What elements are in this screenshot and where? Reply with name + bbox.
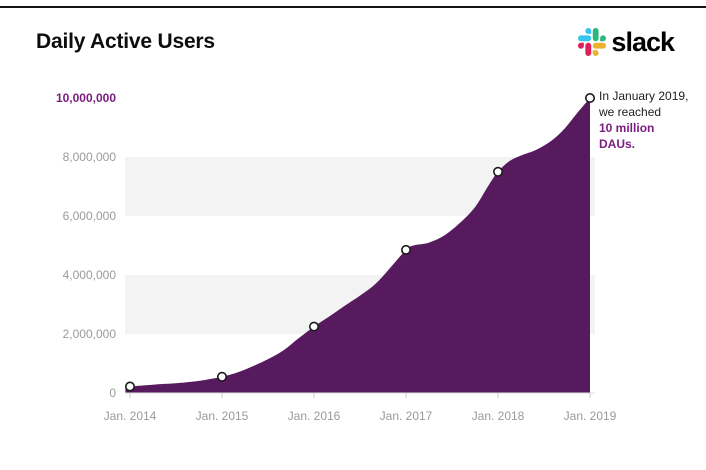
ytick-4m: 4,000,000 [62,268,116,282]
marker-2014 [125,381,135,392]
xtick-2018: Jan. 2018 [471,409,525,423]
milestone-annotation: In January 2019, we reached 10 million D… [599,88,703,152]
page-title: Daily Active Users [36,30,215,53]
data-point-markers [125,93,595,392]
ytick-2m: 2,000,000 [62,327,116,341]
x-axis-ticks [129,393,591,398]
xtick-2015: Jan. 2015 [195,409,249,423]
xtick-2017: Jan. 2017 [379,409,433,423]
annotation-line-1: In January 2019, [599,89,689,103]
slack-wordmark: slack [611,26,675,57]
xtick-2014: Jan. 2014 [103,409,157,423]
marker-2015 [217,371,228,382]
xtick-2019: Jan. 2019 [563,409,617,423]
slack-logo: slack [578,26,675,58]
xtick-2016: Jan. 2016 [287,409,341,423]
dau-area [125,98,591,393]
marker-2018 [492,166,503,177]
slack-hash-icon [578,28,607,56]
annotation-line-3: 10 million [599,121,655,135]
ytick-0: 0 [109,386,116,400]
marker-2019 [584,93,595,103]
header: Daily Active Users slack [36,24,675,60]
plot-area [125,93,595,398]
top-divider [0,6,706,8]
ytick-6m: 6,000,000 [62,209,116,223]
annotation-line-4: DAUs. [599,137,636,151]
ytick-10m: 10,000,000 [55,91,116,105]
marker-2016 [309,321,320,332]
ytick-8m: 8,000,000 [62,150,116,164]
marker-2017 [400,244,411,255]
annotation-line-2: we reached [599,105,662,119]
